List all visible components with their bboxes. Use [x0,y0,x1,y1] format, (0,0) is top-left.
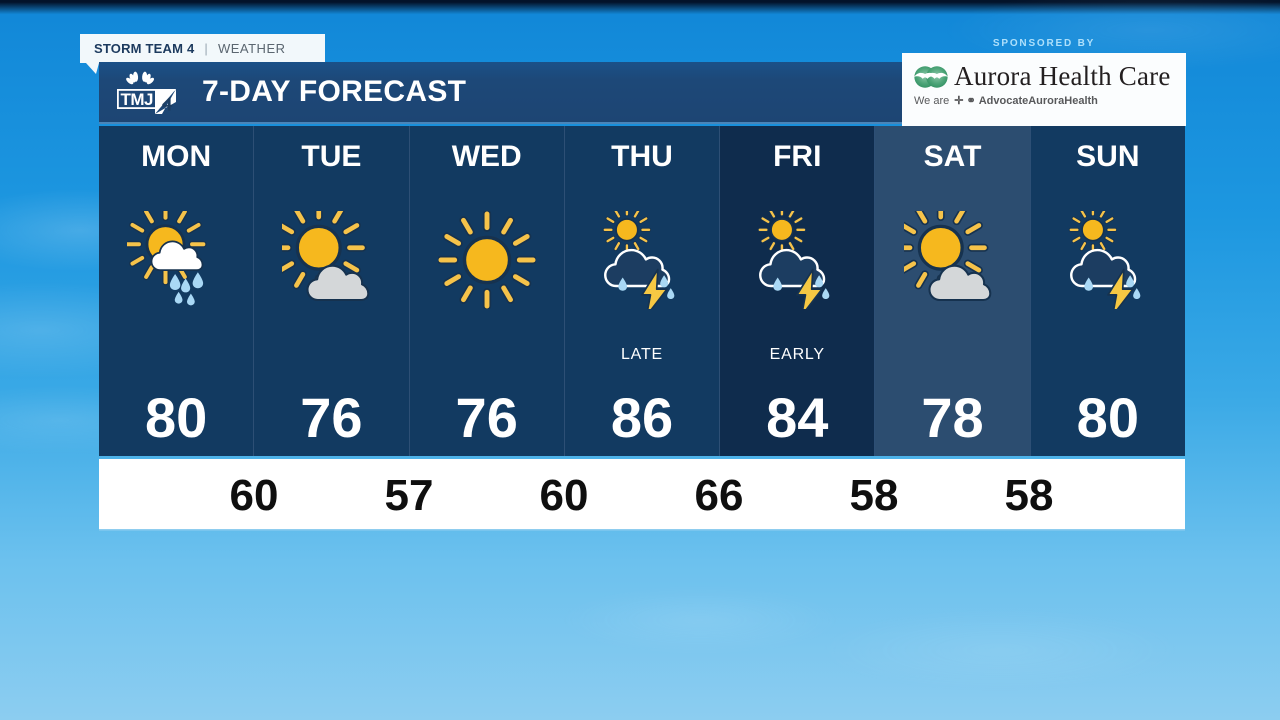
svg-text:TMJ: TMJ [121,90,154,109]
